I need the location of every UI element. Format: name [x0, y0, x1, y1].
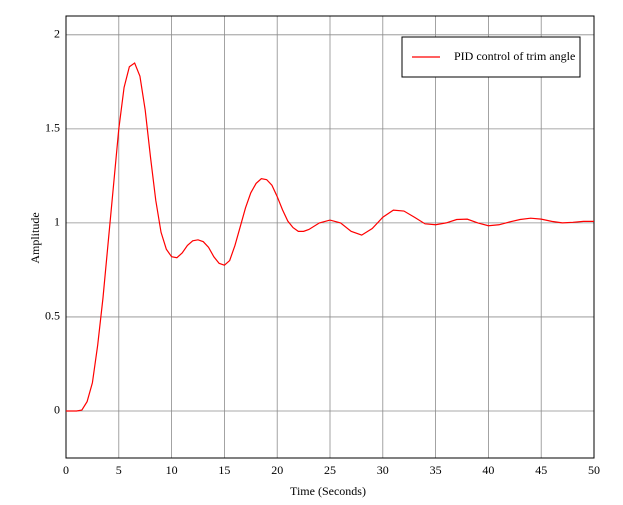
x-tick-label: 40	[482, 463, 494, 477]
legend-label: PID control of trim angle	[454, 49, 575, 63]
x-tick-label: 20	[271, 463, 283, 477]
y-tick-label: 1	[54, 215, 60, 229]
y-tick-label: 1.5	[45, 121, 60, 135]
x-tick-label: 15	[218, 463, 230, 477]
y-axis-label: Amplitude	[28, 212, 42, 263]
x-tick-label: 35	[430, 463, 442, 477]
x-tick-label: 30	[377, 463, 389, 477]
y-tick-label: 0.5	[45, 309, 60, 323]
x-tick-label: 10	[166, 463, 178, 477]
plot-frame	[65, 15, 595, 459]
y-tick-label: 0	[54, 403, 60, 417]
x-tick-label: 0	[63, 463, 69, 477]
y-tick-label: 2	[54, 27, 60, 41]
x-tick-label: 45	[535, 463, 547, 477]
x-axis-label: Time (Seconds)	[290, 484, 366, 498]
data-line	[66, 62, 594, 412]
x-tick-label: 25	[324, 463, 336, 477]
x-tick-label: 5	[116, 463, 122, 477]
x-tick-label: 50	[588, 463, 600, 477]
